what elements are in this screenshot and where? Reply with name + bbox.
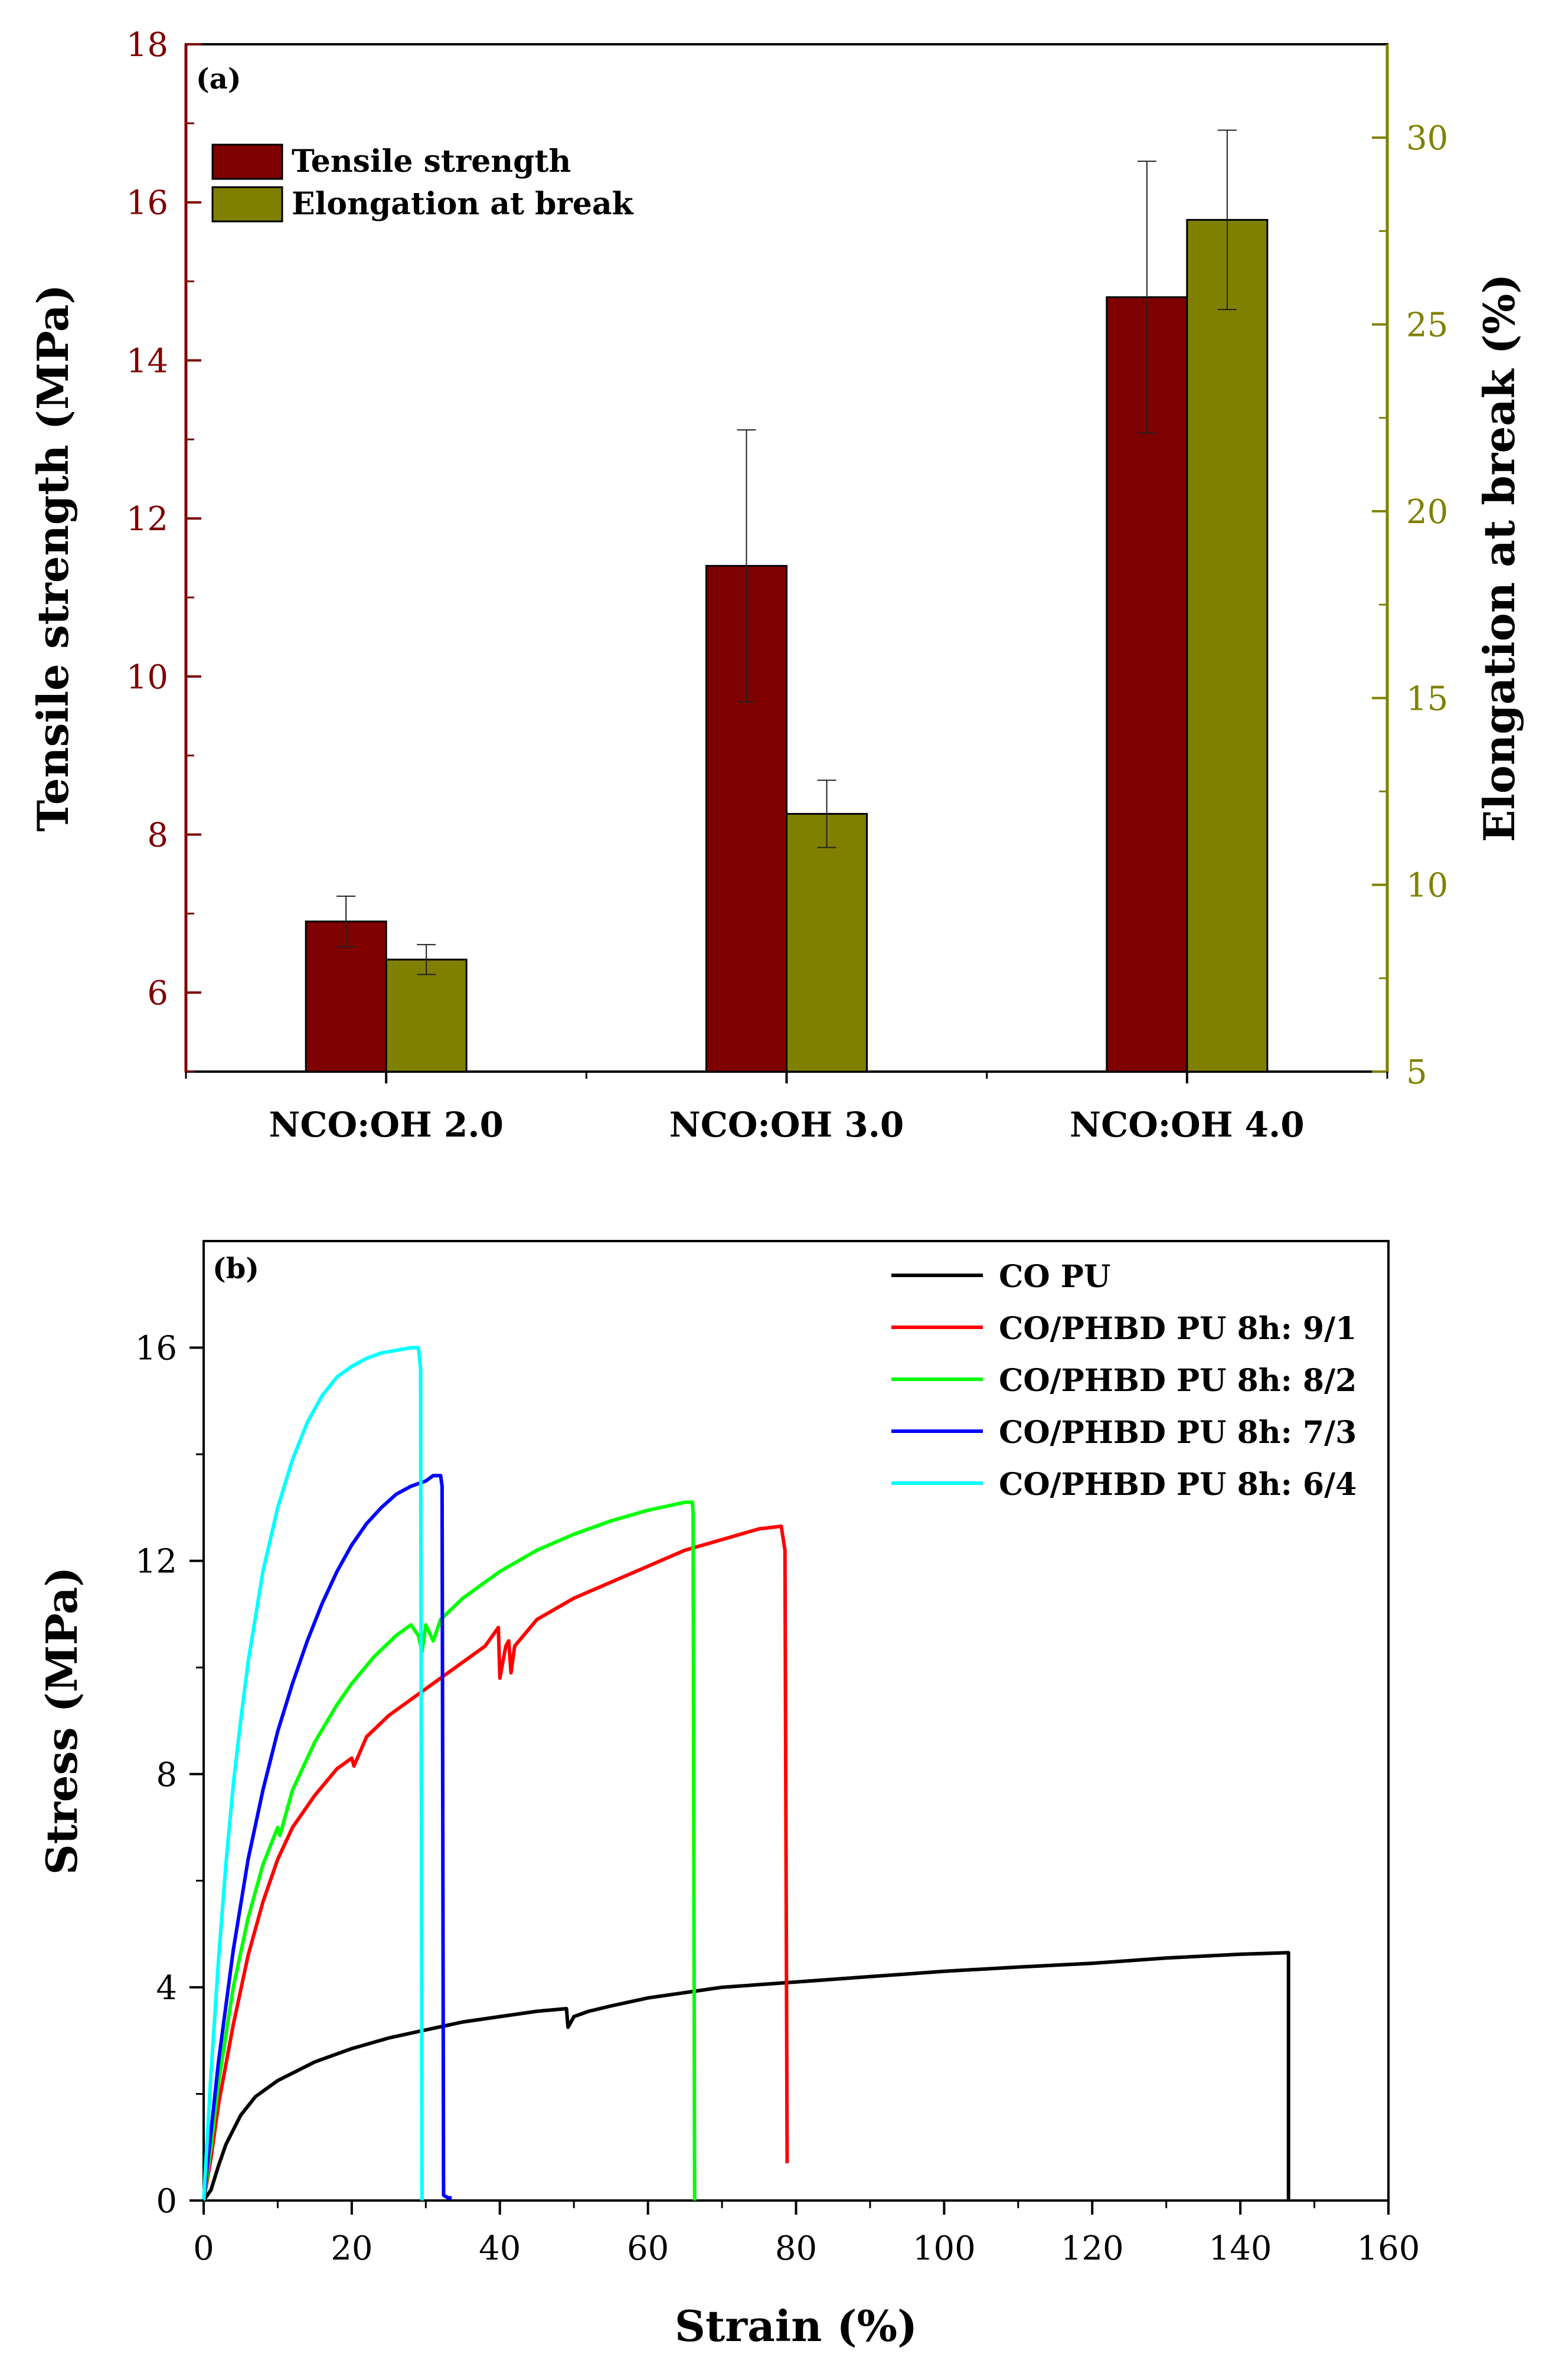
right-axis-tick-label: 5: [1406, 1053, 1427, 1092]
legend-swatch-elongation-at-break: [211, 186, 283, 223]
legend-swatch-tensile-strength: [211, 143, 283, 180]
left-axis-tick-label: 14: [126, 342, 168, 380]
panel-a-right-axis-title: Elongation at break (%): [1474, 274, 1524, 843]
x-axis-tick-label: 140: [1209, 2229, 1272, 2268]
y-axis-tick-label: 0: [156, 2182, 177, 2221]
panel-b-legend: CO PU CO/PHBD PU 8h: 9/1 CO/PHBD PU 8h: 8/…: [891, 1259, 1357, 1503]
panel-a-error-bars: [336, 129, 1237, 975]
left-axis-tick-label: 8: [147, 816, 168, 854]
legend-label-co-phbd-pu-8h-9-1: CO/PHBD PU 8h: 9/1: [999, 1311, 1357, 1347]
x-axis-tick-label: 60: [627, 2229, 669, 2268]
series-line-co-phbd-pu-8h-9-1: [202, 1524, 789, 2201]
category-label: NCO:OH 4.0: [1070, 1105, 1305, 1145]
x-axis-tick-label: 40: [479, 2229, 521, 2268]
left-axis-tick-label: 12: [126, 500, 168, 538]
legend-label-co-phbd-pu-8h-8-2: CO/PHBD PU 8h: 8/2: [999, 1363, 1357, 1399]
category-label: NCO:OH 2.0: [269, 1105, 504, 1145]
bar-elongation-at-break-nco-oh-2-0: [385, 958, 468, 1073]
series-line-co-phbd-pu-8h-6-4: [202, 1346, 424, 2201]
panel-a-left-axis: 6 8 10 12 14 16 18: [126, 26, 201, 1073]
right-axis-tick-label: 20: [1406, 493, 1448, 531]
panel-b-x-axis-title: Strain (%): [675, 2301, 917, 2351]
y-axis-tick-label: 12: [135, 1543, 177, 1581]
panel-b-y-axis-title: Stress (MPa): [37, 1567, 87, 1875]
panel-b-label: (b): [213, 1252, 259, 1285]
series-line-co-pu: [202, 1951, 1290, 2202]
legend-label-co-pu: CO PU: [999, 1259, 1110, 1295]
left-axis-tick-label: 6: [147, 974, 168, 1013]
category-label: NCO:OH 3.0: [669, 1105, 904, 1145]
panel-a-left-axis-title: Tensile strength (MPa): [28, 284, 78, 831]
x-axis-tick-label: 160: [1357, 2229, 1420, 2268]
bar-elongation-at-break-nco-oh-4-0: [1186, 218, 1269, 1073]
x-axis-tick-label: 120: [1061, 2229, 1124, 2268]
series-line-co-phbd-pu-8h-7-3: [202, 1474, 452, 2201]
x-axis-tick-label: 0: [193, 2229, 214, 2268]
panel-a-legend: Tensile strength Elongation at break: [211, 143, 634, 223]
legend-label-co-phbd-pu-8h-6-4: CO/PHBD PU 8h: 6/4: [999, 1467, 1357, 1503]
x-axis-tick-label: 20: [331, 2229, 372, 2268]
left-axis-tick-label: 18: [126, 26, 168, 64]
right-axis-tick-label: 30: [1406, 119, 1448, 158]
panel-a-label: (a): [196, 63, 241, 96]
right-axis-tick-label: 10: [1406, 867, 1448, 905]
panel-a-right-axis: 5 10 15 20 25 30: [1372, 44, 1448, 1092]
legend-label-elongation-at-break: Elongation at break: [292, 186, 634, 222]
panel-b-series-lines: [202, 1346, 1290, 2202]
legend-label-tensile-strength: Tensile strength: [292, 143, 571, 179]
series-line-co-phbd-pu-8h-8-2: [202, 1500, 697, 2201]
panel-a-bars: [305, 218, 1269, 1073]
panel-b-axes: 0 20 40 60 80 100 120 140 160 0 4 8 12 16: [135, 1330, 1420, 2268]
y-axis-tick-label: 4: [156, 1969, 177, 2007]
legend-label-co-phbd-pu-8h-7-3: CO/PHBD PU 8h: 7/3: [999, 1415, 1357, 1451]
panel-a-category-axis: NCO:OH 2.0 NCO:OH 3.0 NCO:OH 4.0: [185, 1072, 1388, 1145]
y-axis-tick-label: 8: [156, 1756, 177, 1794]
right-axis-tick-label: 15: [1406, 680, 1448, 718]
x-axis-tick-label: 100: [913, 2229, 976, 2268]
right-axis-tick-label: 25: [1406, 306, 1448, 345]
y-axis-tick-label: 16: [135, 1330, 177, 1368]
x-axis-tick-label: 80: [775, 2229, 817, 2268]
left-axis-tick-label: 16: [126, 184, 168, 223]
bar-elongation-at-break-nco-oh-3-0: [786, 812, 868, 1073]
left-axis-tick-label: 10: [126, 658, 168, 697]
